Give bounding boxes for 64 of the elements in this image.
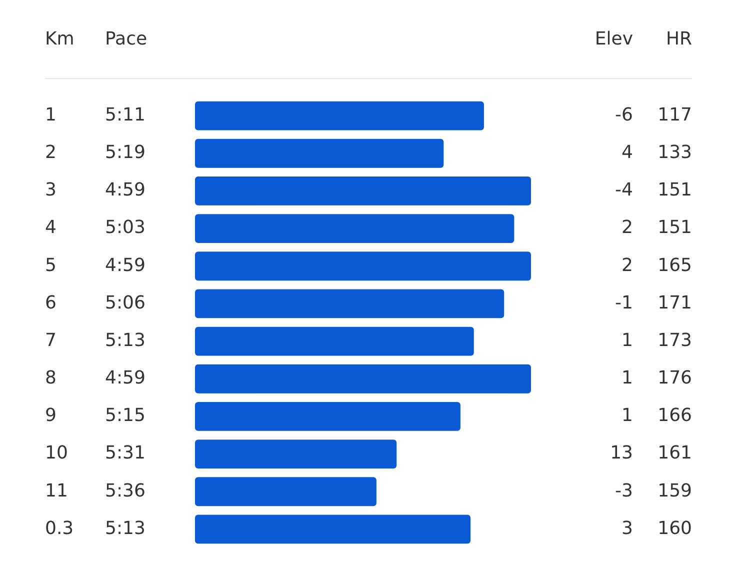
text: 1 xyxy=(622,405,633,426)
bar xyxy=(195,402,460,431)
text: 2 xyxy=(622,254,633,276)
text: 166 xyxy=(658,405,692,426)
bar xyxy=(195,514,471,544)
text: 3 xyxy=(622,518,633,539)
text: 5:11 xyxy=(105,104,146,126)
text: 1 xyxy=(622,368,633,389)
bar xyxy=(195,364,531,394)
text: HR xyxy=(666,28,692,50)
text: 159 xyxy=(658,480,692,502)
text: -6 xyxy=(615,104,633,126)
y-tick-label: 11 xyxy=(45,480,68,502)
y-tick-label: 0.3 xyxy=(45,518,74,539)
y-tick-label: 8 xyxy=(45,368,56,389)
text: 5:19 xyxy=(105,142,146,164)
y-tick-label: 9 xyxy=(45,405,56,426)
y-tick-label: 10 xyxy=(45,442,68,464)
text: 1 xyxy=(622,330,633,351)
y-tick-label: 1 xyxy=(45,104,56,126)
text: 171 xyxy=(658,292,692,314)
text: -3 xyxy=(615,480,633,502)
text: 151 xyxy=(658,180,692,201)
text: 5:36 xyxy=(105,480,146,502)
bar xyxy=(195,477,376,506)
bar xyxy=(195,138,444,168)
text: 173 xyxy=(658,330,692,351)
y-tick-label: 4 xyxy=(45,217,56,238)
text: 4 xyxy=(622,142,633,164)
text: 4:59 xyxy=(105,368,146,389)
text: 151 xyxy=(658,217,692,238)
text: Elev xyxy=(594,28,634,50)
text: 5:15 xyxy=(105,405,146,426)
text: 160 xyxy=(658,518,692,539)
text: -4 xyxy=(615,180,633,201)
text: 5:13 xyxy=(105,518,146,539)
y-tick-label: 7 xyxy=(45,330,56,351)
text: -1 xyxy=(615,292,633,314)
text: 117 xyxy=(658,104,692,126)
y-axis-title: Km xyxy=(45,28,74,50)
text: Pace xyxy=(105,28,148,50)
text: 176 xyxy=(658,368,692,389)
bar xyxy=(195,440,397,469)
text: 165 xyxy=(658,254,692,276)
text: 5:13 xyxy=(105,330,146,351)
y-tick-label: 3 xyxy=(45,180,56,201)
text: 13 xyxy=(610,442,633,464)
bar xyxy=(195,101,484,130)
text: 4:59 xyxy=(105,254,146,276)
text: 161 xyxy=(658,442,692,464)
text: 5:03 xyxy=(105,217,146,238)
bar xyxy=(195,289,504,318)
text: 133 xyxy=(658,142,692,164)
text: 4:59 xyxy=(105,180,146,201)
y-tick-label: 2 xyxy=(45,142,56,164)
y-tick-label: 5 xyxy=(45,254,56,276)
text: 5:06 xyxy=(105,292,146,314)
text: 2 xyxy=(622,217,633,238)
bar xyxy=(195,326,474,356)
bar xyxy=(195,176,531,206)
text: 5:31 xyxy=(105,442,146,464)
bar xyxy=(195,252,531,281)
bar xyxy=(195,214,514,244)
y-tick-label: 6 xyxy=(45,292,56,314)
